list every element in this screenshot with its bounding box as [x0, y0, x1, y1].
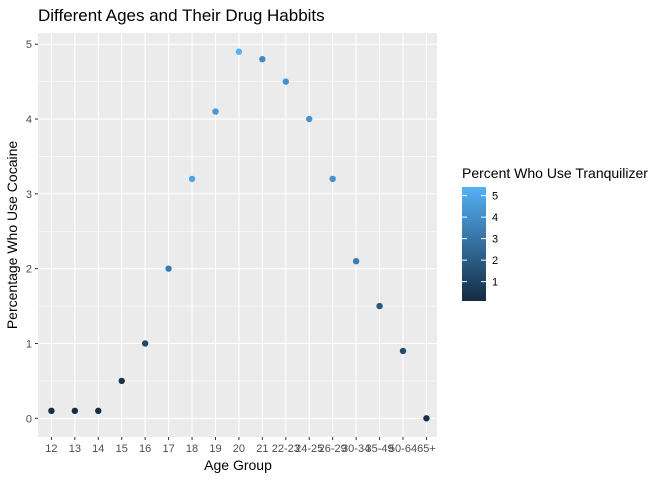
data-point [399, 347, 407, 355]
y-tick-label: 3 [26, 189, 32, 201]
x-tick-label: 14 [92, 443, 104, 455]
x-tick-label: 17 [162, 443, 174, 455]
data-point [235, 48, 243, 55]
y-tick-label: 2 [26, 264, 32, 276]
x-tick-label: 35-49 [365, 443, 393, 455]
legend-ticks: 1 2 3 4 5 [462, 191, 498, 289]
data-point [376, 302, 383, 310]
data-point [165, 265, 172, 272]
data-point [141, 340, 149, 347]
data-point [188, 175, 196, 183]
data-point [118, 377, 125, 385]
x-axis: 12 13 14 15 16 17 18 19 20 21 22-2324-2526-2930-34… [45, 437, 436, 455]
x-tick-label: 12 [45, 443, 57, 455]
data-point [306, 115, 313, 123]
data-points [48, 48, 430, 422]
x-tick-label: 21 [256, 443, 268, 455]
legend-tick-label: 1 [492, 277, 498, 289]
data-point [282, 78, 289, 85]
legend-tick-label: 3 [492, 234, 498, 246]
x-tick-label: 16 [139, 443, 151, 455]
x-axis-title: Age Group [204, 457, 272, 473]
legend-tick-label: 2 [492, 255, 498, 267]
data-point [329, 175, 336, 183]
plot-panel [38, 33, 437, 437]
legend: Percent Who Use Tranquilizer 1 2 3 4 5 [462, 165, 648, 301]
data-point [352, 257, 360, 265]
x-tick-label: 65+ [417, 443, 436, 455]
x-tick-label: 18 [186, 443, 198, 455]
x-tick-label: 13 [69, 443, 81, 455]
data-point [48, 407, 55, 415]
y-tick-label: 4 [26, 114, 32, 126]
minor-gridlines [38, 81, 437, 382]
legend-colorbar [462, 187, 486, 301]
data-point [95, 407, 102, 415]
x-tick-label: 26-29 [319, 443, 347, 455]
chart-title: Different Ages and Their Drug Habbits [38, 6, 325, 25]
y-tick-label: 0 [26, 413, 32, 425]
data-point [71, 407, 79, 415]
y-axis: 0 1 2 3 4 5 [26, 39, 38, 425]
y-tick-label: 1 [26, 338, 32, 350]
data-point [423, 415, 430, 422]
x-tick-label: 24-25 [295, 443, 323, 455]
y-tick-label: 5 [26, 39, 32, 51]
x-tick-label: 15 [116, 443, 128, 455]
y-axis-title: Percentage Who Use Cocaine [4, 141, 20, 330]
x-tick-label: 22-23 [272, 443, 300, 455]
x-tick-label: 50-64 [389, 443, 417, 455]
major-gridlines [38, 33, 437, 437]
legend-title: Percent Who Use Tranquilizer [462, 165, 648, 181]
data-point [212, 108, 219, 115]
x-tick-label: 19 [209, 443, 221, 455]
x-tick-label: 20 [233, 443, 245, 455]
legend-tick-label: 5 [492, 191, 498, 203]
x-tick-label: 30-34 [342, 443, 370, 455]
data-point [259, 55, 266, 63]
legend-tick-label: 4 [492, 212, 498, 224]
